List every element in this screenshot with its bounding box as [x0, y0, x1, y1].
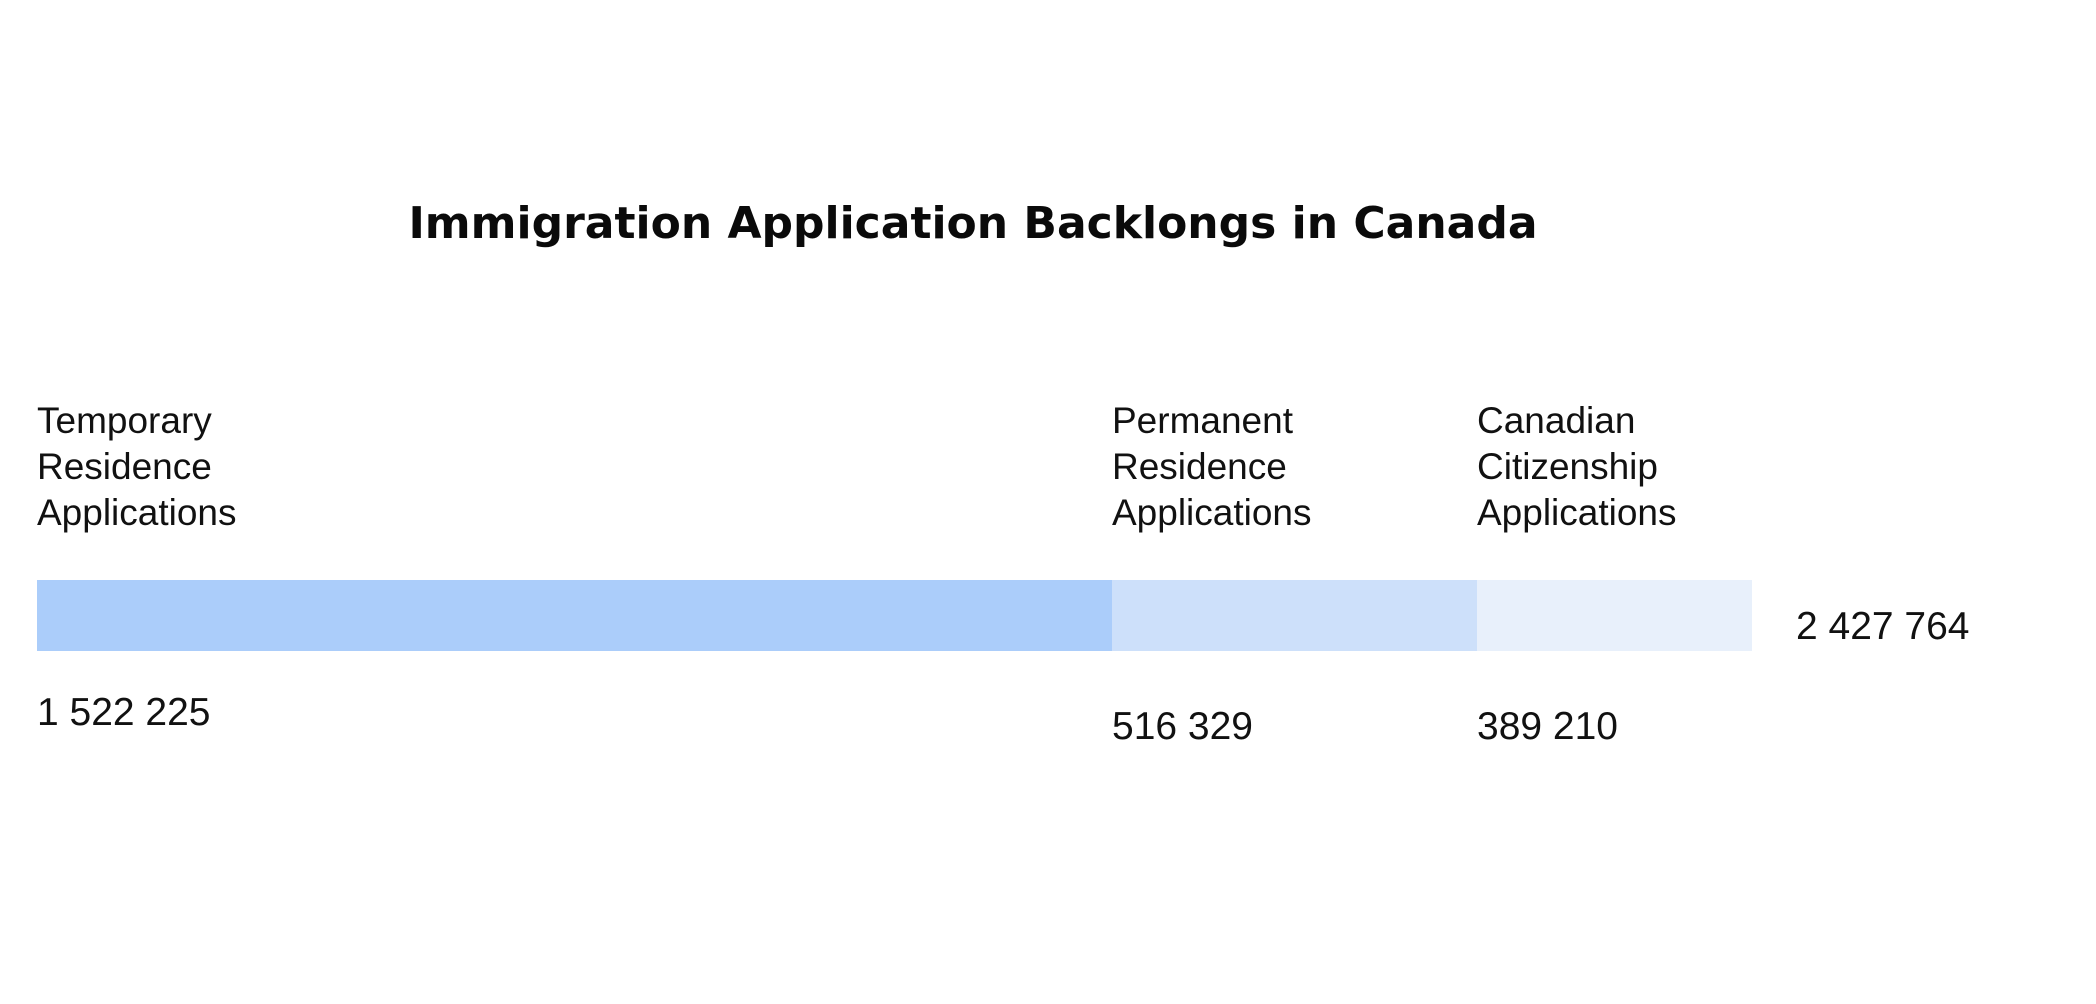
total-value-label: 2 427 764	[1796, 605, 1970, 648]
segment-value-canadian-citizenship: 389 210	[1477, 705, 1618, 748]
segment-value-temporary-residence: 1 522 225	[37, 691, 211, 734]
bar-segment-permanent-residence	[1112, 580, 1477, 651]
segment-label-canadian-citizenship: Canadian Citizenship Applications	[1477, 400, 1677, 533]
segment-value-permanent-residence: 516 329	[1112, 705, 1253, 748]
segment-label-permanent-residence: Permanent Residence Applications	[1112, 400, 1312, 533]
bar-segment-canadian-citizenship	[1477, 580, 1752, 651]
segment-label-temporary-residence: Temporary Residence Applications	[37, 400, 237, 533]
chart-title: Immigration Application Backlongs in Can…	[408, 198, 1538, 249]
bar-segment-temporary-residence	[37, 580, 1112, 651]
